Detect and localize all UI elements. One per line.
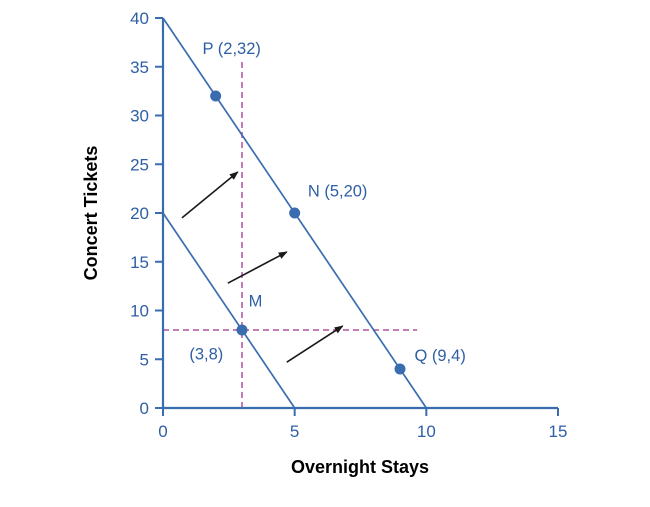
shift-arrow-1 [181, 171, 239, 219]
point-label: P (2,32) [203, 40, 261, 58]
y-tick-label: 10 [130, 302, 149, 321]
data-point-M [236, 324, 248, 336]
budget-line-original-budget-constraint [162, 212, 296, 409]
point-label: N (5,20) [308, 182, 368, 200]
data-point-P [210, 90, 222, 102]
y-tick-label: 25 [130, 155, 149, 174]
y-axis-label: Concert Tickets [81, 146, 101, 281]
data-point-Q [394, 363, 406, 375]
y-tick-label: 0 [140, 399, 149, 418]
x-tick-label: 10 [417, 422, 436, 441]
x-axis-label: Overnight Stays [291, 457, 429, 477]
point-label: M [249, 293, 263, 311]
y-tick-label: 5 [140, 350, 149, 369]
shift-arrow-2 [227, 251, 288, 284]
shift-arrow-3 [286, 325, 344, 363]
x-tick-label: 15 [549, 422, 568, 441]
chart-plot-area: 0 5 10 15 0 5 10 15 20 25 30 35 40 P (2,32) N (5,20) M (… [130, 9, 567, 441]
x-tick-label: 0 [158, 422, 167, 441]
y-tick-label: 30 [130, 107, 149, 126]
data-point-N [289, 207, 301, 219]
y-tick-label: 40 [130, 9, 149, 28]
point-label: Q (9,4) [414, 347, 465, 365]
y-tick-label: 20 [130, 204, 149, 223]
point-label: (3,8) [189, 345, 223, 363]
x-tick-label: 5 [290, 422, 299, 441]
y-tick-label: 35 [130, 58, 149, 77]
y-tick-label: 15 [130, 253, 149, 272]
